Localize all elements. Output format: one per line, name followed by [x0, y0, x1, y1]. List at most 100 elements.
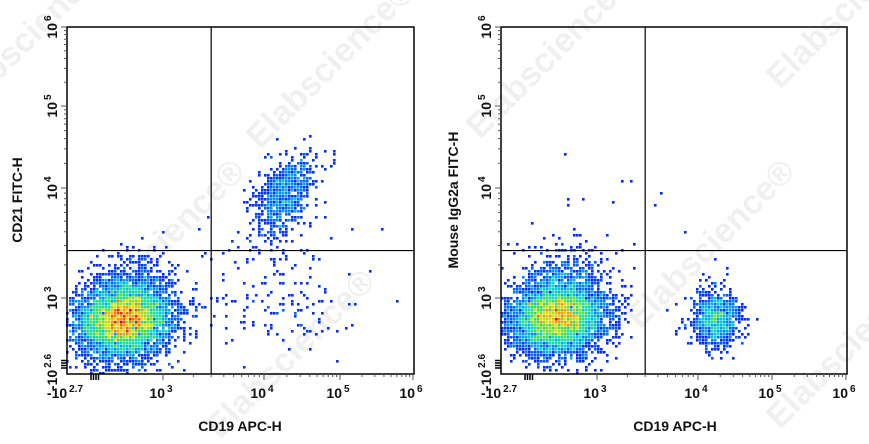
density-bin — [579, 339, 582, 342]
density-bin — [567, 267, 570, 270]
density-bin — [75, 342, 78, 345]
density-bin — [138, 330, 141, 333]
density-bin — [699, 312, 702, 315]
density-bin — [315, 216, 318, 219]
density-bin — [240, 321, 243, 324]
density-bin — [525, 336, 528, 339]
density-bin — [291, 207, 294, 210]
density-bin — [309, 183, 312, 186]
density-bin — [612, 336, 615, 339]
density-bin — [612, 201, 615, 204]
density-bin — [312, 255, 315, 258]
density-bin — [243, 189, 246, 192]
density-bin — [291, 201, 294, 204]
density-bin — [507, 303, 510, 306]
density-bin — [147, 342, 150, 345]
density-bin — [696, 336, 699, 339]
density-bin — [147, 279, 150, 282]
density-bin — [132, 246, 135, 249]
density-bin — [114, 282, 117, 285]
density-bin — [540, 321, 543, 324]
density-bin — [717, 330, 720, 333]
density-bin — [237, 231, 240, 234]
density-bin — [258, 225, 261, 228]
density-bin — [96, 309, 99, 312]
density-bin — [573, 309, 576, 312]
density-bin — [156, 264, 159, 267]
density-bin — [120, 303, 123, 306]
density-bin — [396, 300, 399, 303]
density-bin — [555, 351, 558, 354]
density-bin — [579, 312, 582, 315]
density-bin — [510, 354, 513, 357]
density-bin — [153, 354, 156, 357]
density-bin — [294, 282, 297, 285]
density-bin — [552, 327, 555, 330]
density-bin — [528, 357, 531, 360]
density-bin — [504, 306, 507, 309]
density-bin — [549, 255, 552, 258]
density-bin — [708, 276, 711, 279]
density-bin — [216, 300, 219, 303]
density-bin — [273, 225, 276, 228]
density-bin — [579, 342, 582, 345]
density-bin — [531, 264, 534, 267]
density-bin — [690, 342, 693, 345]
density-bin — [576, 246, 579, 249]
density-bin — [558, 357, 561, 360]
density-bin — [540, 324, 543, 327]
density-bin — [105, 360, 108, 363]
density-bin — [282, 174, 285, 177]
density-bin — [111, 348, 114, 351]
density-bin — [537, 336, 540, 339]
density-bin — [174, 300, 177, 303]
density-bin — [531, 297, 534, 300]
density-bin — [585, 330, 588, 333]
density-bin — [726, 330, 729, 333]
density-bin — [555, 330, 558, 333]
density-bin — [144, 315, 147, 318]
density-bin — [576, 312, 579, 315]
density-bin — [507, 339, 510, 342]
density-bin — [549, 330, 552, 333]
density-bin — [261, 282, 264, 285]
x-tick-label: 10 4 — [684, 384, 708, 401]
density-bin — [162, 306, 165, 309]
density-bin — [729, 288, 732, 291]
density-bin — [153, 312, 156, 315]
density-bin — [555, 369, 558, 372]
density-bin — [717, 309, 720, 312]
density-bin — [162, 342, 165, 345]
density-bin — [576, 330, 579, 333]
density-bin — [120, 324, 123, 327]
density-bin — [102, 342, 105, 345]
density-bin — [120, 333, 123, 336]
density-bin — [552, 354, 555, 357]
density-bin — [630, 180, 633, 183]
density-bin — [165, 282, 168, 285]
density-bin — [699, 297, 702, 300]
density-bin — [519, 303, 522, 306]
density-bin — [108, 363, 111, 366]
density-bin — [528, 327, 531, 330]
density-bin — [612, 267, 615, 270]
density-bin — [114, 309, 117, 312]
density-bin — [270, 243, 273, 246]
density-bin — [558, 360, 561, 363]
density-bin — [126, 297, 129, 300]
density-bin — [567, 324, 570, 327]
density-bin — [75, 306, 78, 309]
density-bin — [159, 297, 162, 300]
density-bin — [114, 330, 117, 333]
density-bin — [117, 357, 120, 360]
density-bin — [558, 336, 561, 339]
density-bin — [177, 300, 180, 303]
density-bin — [87, 363, 90, 366]
density-bin — [141, 339, 144, 342]
density-bin — [501, 333, 504, 336]
density-bin — [156, 279, 159, 282]
density-bin — [246, 237, 249, 240]
density-bin — [690, 309, 693, 312]
density-bin — [507, 243, 510, 246]
density-bin — [96, 324, 99, 327]
